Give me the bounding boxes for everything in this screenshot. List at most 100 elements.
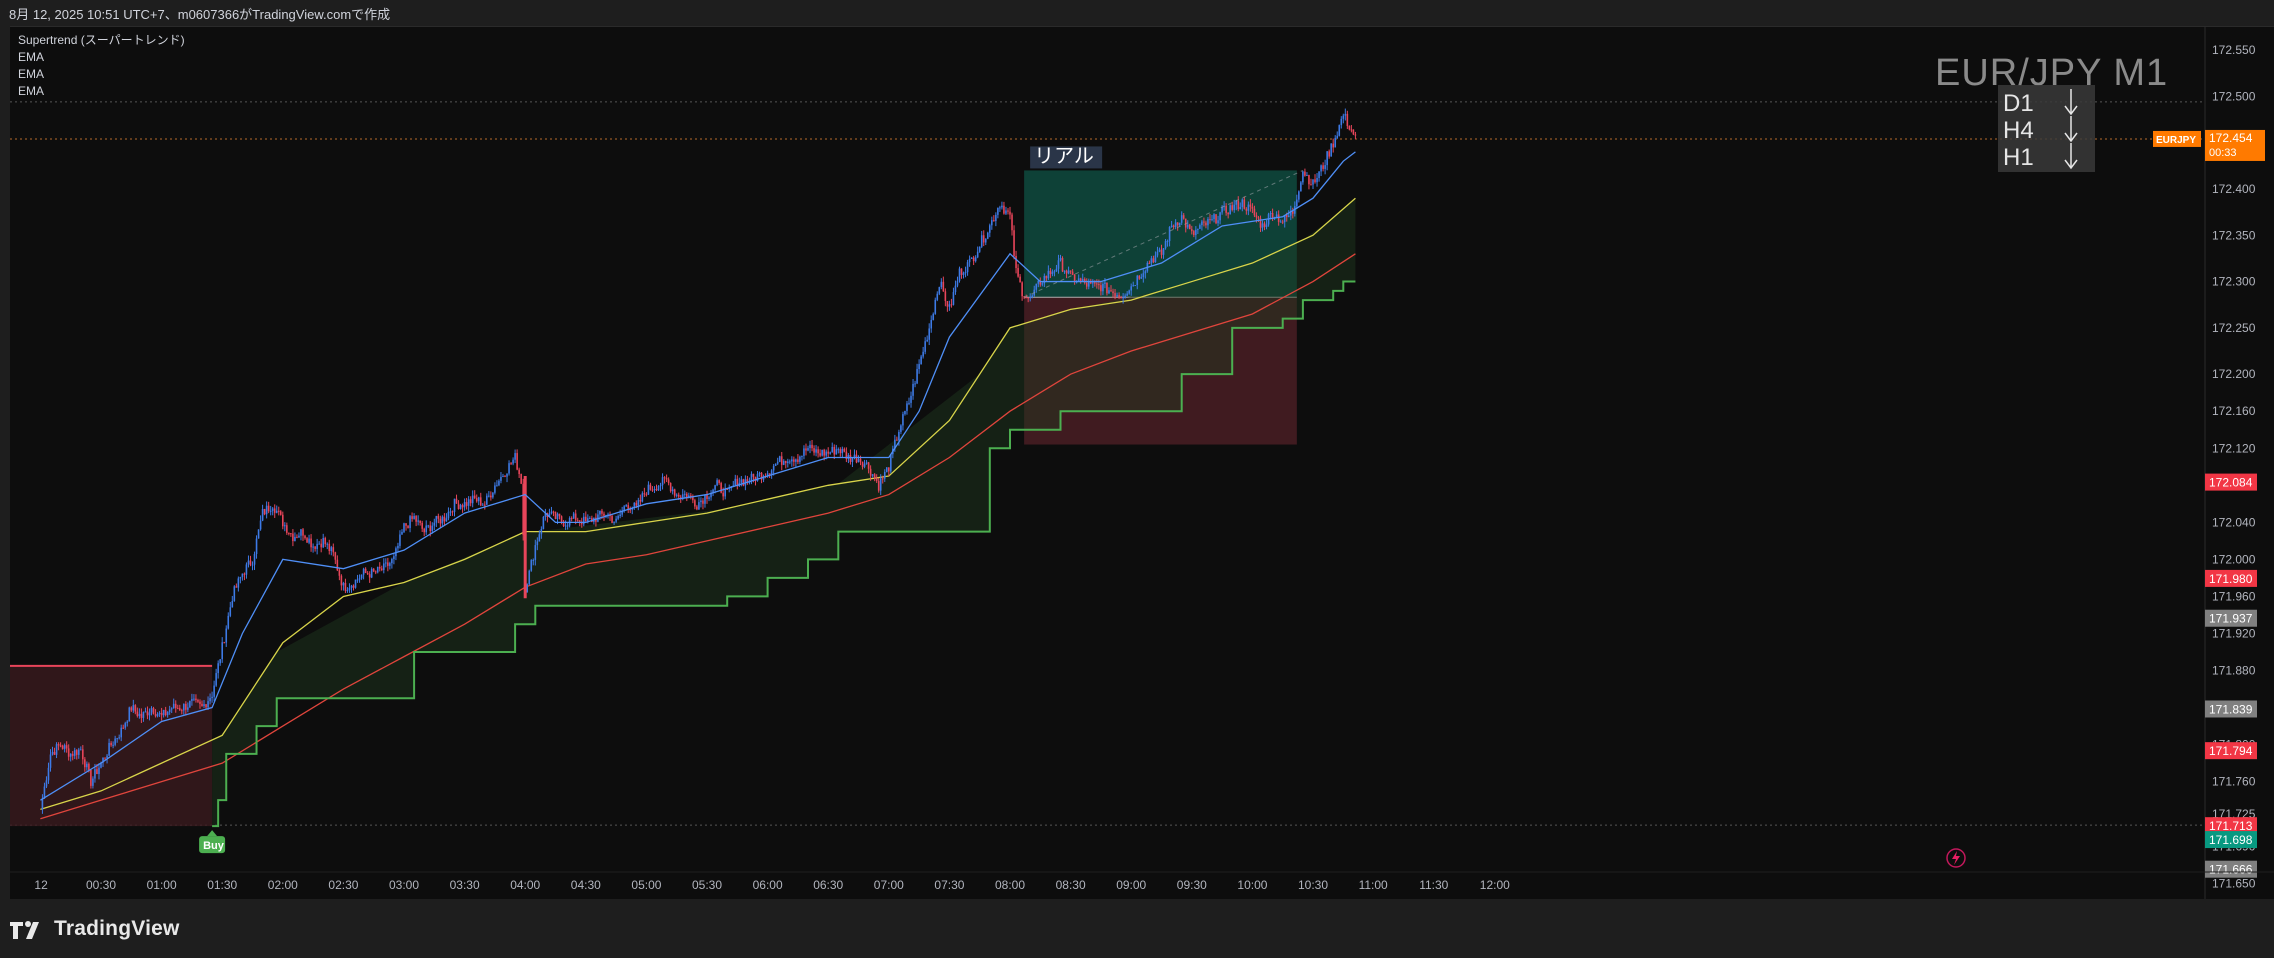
candle-body [916,369,918,384]
candle-body [318,543,320,545]
time-axis-label: 05:00 [631,878,661,892]
candle-body [1092,282,1094,284]
candle-body [991,220,993,226]
candle-body [405,523,407,526]
symbol-price-tag [2153,130,2201,147]
candle-body [1142,273,1145,278]
candle-body [665,478,668,480]
candle-body [1304,171,1306,176]
candle-body [1057,260,1060,269]
candle-body [247,560,250,565]
candle-body [120,727,122,738]
candle-body [201,703,203,707]
candle-body [77,749,80,755]
candle-body [556,513,559,520]
candle-body [863,463,866,467]
buy-badge[interactable] [199,836,226,854]
candle-body [1330,143,1332,157]
candle-body [239,576,242,579]
candle-body [938,287,941,294]
price-axis-label: 171.960 [2212,589,2256,603]
candle-body [364,568,367,573]
candle-body [310,538,312,548]
indicator-supertrend-label[interactable]: Supertrend (スーパートレンド) [18,33,185,47]
candle-body [716,480,718,486]
candle-body [168,709,171,712]
candle-body [144,711,147,713]
candle-body [57,744,60,746]
candle-body [354,579,357,588]
candle-body [251,564,254,566]
candle-body [1158,249,1161,252]
time-axis-label: 03:30 [450,878,480,892]
chart-area[interactable]: リアル Buy EUR/JPY M1 D1 H4 H1 172.550 172.500 172.… [10,26,2274,899]
candle-body [714,485,716,490]
candle-body [322,538,324,548]
candle-body [1112,291,1114,294]
candle-body [722,492,724,497]
price-axis-label: 172.040 [2212,515,2256,529]
price-tag [2205,742,2257,760]
candle-body [641,493,644,502]
candle-body [1140,277,1143,279]
candle-body [510,463,512,465]
candle-body [1279,221,1282,223]
candle-body [823,449,825,456]
symbol-tag-label: EURJPY [2156,135,2196,146]
candle-body [637,500,640,506]
candle-body [185,703,187,710]
replay-lightning-icon[interactable] [1946,848,1966,868]
candle-body [140,713,143,718]
candle-body [572,513,575,519]
indicator-ema-label[interactable]: EMA [18,67,45,81]
candle-body [397,545,399,549]
candle-body [461,505,464,508]
candle-body [811,444,813,449]
time-axis-label: 02:30 [328,878,358,892]
candle-body [1225,205,1227,213]
candle-body [528,570,531,585]
candle-body [296,536,298,538]
candle-body [1077,278,1080,282]
stop-zone[interactable] [1024,297,1297,445]
candle-body [831,446,834,453]
candle-body [439,518,442,524]
candle-body [207,701,209,708]
candle-body [195,698,197,701]
ema-fast-line [40,151,1356,801]
candle-body [500,476,502,481]
candle-body [1168,226,1171,242]
candle-body [560,516,563,522]
candle-body [906,403,908,411]
candle-body [98,767,100,774]
candle-body [548,513,551,518]
candle-body [752,473,755,477]
candle-body [221,642,223,660]
candle-body [1041,283,1044,285]
indicator-ema-label[interactable]: EMA [18,50,45,64]
candle-body [481,504,484,506]
candle-body [1326,151,1328,166]
candle-body [227,615,230,629]
candle-body [857,458,860,463]
candle-body [558,513,561,517]
candle-body [936,293,939,300]
supertrend-line [212,280,1356,828]
candle-body [393,556,395,559]
candle-body [734,478,737,486]
time-axis-label: 12:00 [1480,878,1510,892]
indicator-ema-label[interactable]: EMA [18,84,45,98]
candle-body [768,473,771,475]
candle-body [843,448,846,452]
candle-body [82,749,84,760]
candle-body [780,456,783,465]
candle-body [1336,135,1339,138]
candle-body [1079,278,1082,281]
candle-body [942,281,945,292]
candle-body [683,493,686,495]
candle-body [875,478,878,482]
candle-body [61,745,64,749]
time-axis-label: 10:30 [1298,878,1328,892]
candle-body [748,481,751,483]
